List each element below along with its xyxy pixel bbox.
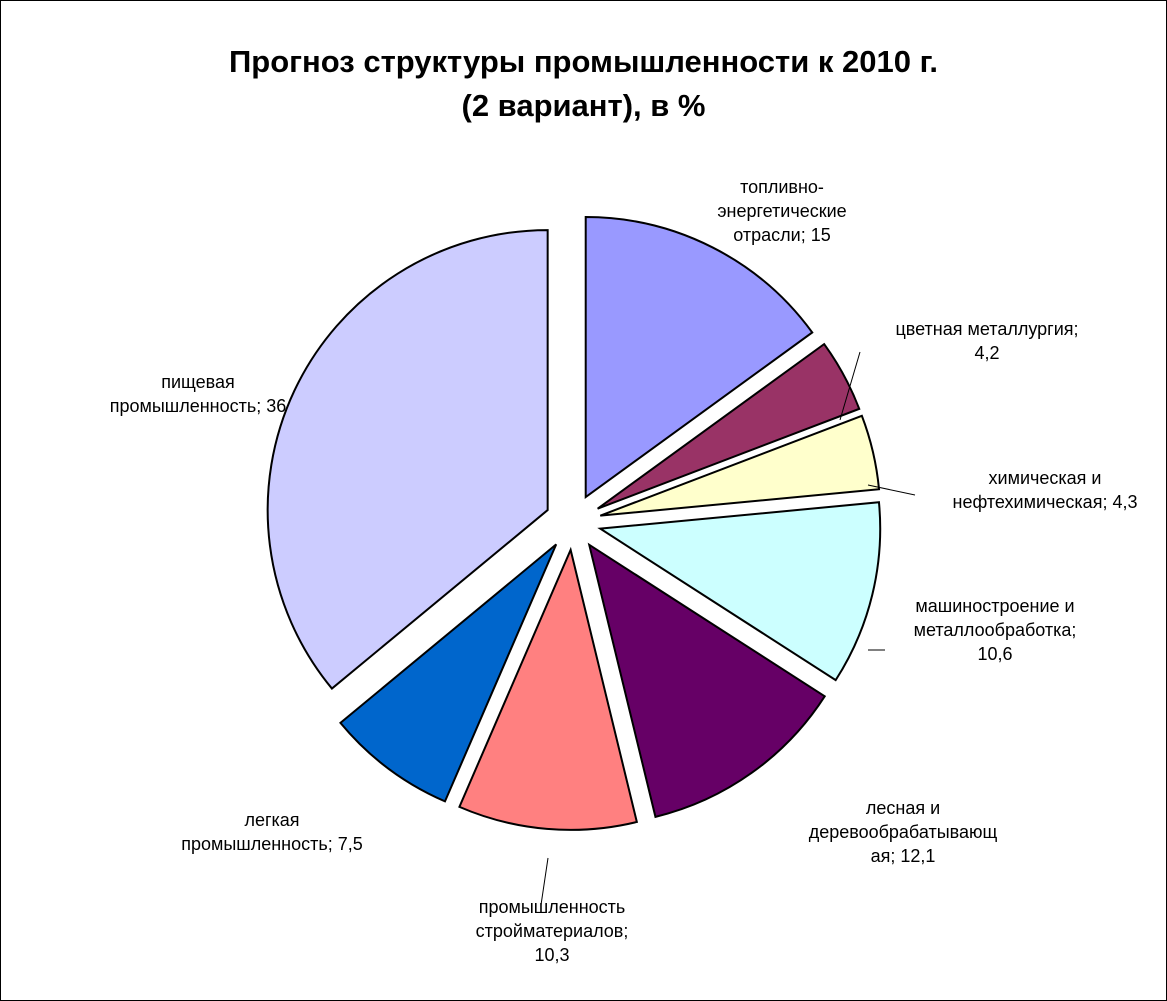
data-label-line: промышленность	[479, 897, 626, 917]
data-label: химическая и нефтехимическая; 4,3	[953, 468, 1138, 512]
data-label-line: 10,6	[977, 644, 1012, 664]
pie-slice	[597, 342, 861, 510]
data-label-line: нефтехимическая; 4,3	[953, 492, 1138, 512]
data-label: топливно-энергетические отрасли; 15	[717, 177, 846, 245]
leader-line	[540, 857, 549, 906]
leader-line	[839, 351, 861, 421]
leader-line	[867, 484, 916, 496]
pie-slice	[458, 546, 639, 831]
data-label-line: химическая и	[989, 468, 1102, 488]
data-label-line: промышленность; 36	[110, 396, 287, 416]
chart-title-line-1: Прогноз структуры промышленности к 2010 …	[228, 44, 938, 79]
data-label-line: машиностроение и	[915, 596, 1074, 616]
pie-slice	[587, 542, 827, 819]
data-label: лесная и деревообрабатывающ ая; 12,1	[809, 798, 998, 866]
pie-slice	[584, 216, 814, 500]
data-label-line: лесная и	[866, 798, 940, 818]
data-label-line: 4,2	[974, 343, 999, 363]
data-label: пищевая промышленность; 36	[110, 372, 287, 416]
data-label-line: пищевая	[161, 372, 235, 392]
data-label: легкая промышленность; 7,5	[181, 810, 363, 854]
data-label-line: металлообработка;	[914, 620, 1077, 640]
data-label: цветная металлургия; 4,2	[895, 319, 1078, 363]
pie-slice	[597, 501, 882, 682]
pie-slice	[266, 229, 549, 690]
chart-title-line-2: (2 вариант), в %	[461, 88, 706, 123]
data-label-line: стройматериалов;	[476, 921, 629, 941]
pie-slice	[599, 414, 881, 517]
data-label-line: отрасли; 15	[733, 225, 830, 245]
data-label-line: топливно-	[740, 177, 824, 197]
data-label-line: деревообрабатывающ	[809, 822, 998, 842]
data-label-line: легкая	[244, 810, 299, 830]
data-label-line: цветная металлургия;	[895, 319, 1078, 339]
data-label-line: 10,3	[534, 945, 569, 965]
data-label-line: ая; 12,1	[871, 846, 936, 866]
chart-title: Прогноз структуры промышленности к 2010 …	[0, 40, 1167, 128]
data-label-line: энергетические	[717, 201, 846, 221]
pie-slice	[339, 543, 558, 803]
data-label: промышленность стройматериалов; 10,3	[476, 897, 629, 965]
data-label: машиностроение и металлообработка; 10,6	[914, 596, 1077, 664]
data-label-line: промышленность; 7,5	[181, 834, 363, 854]
